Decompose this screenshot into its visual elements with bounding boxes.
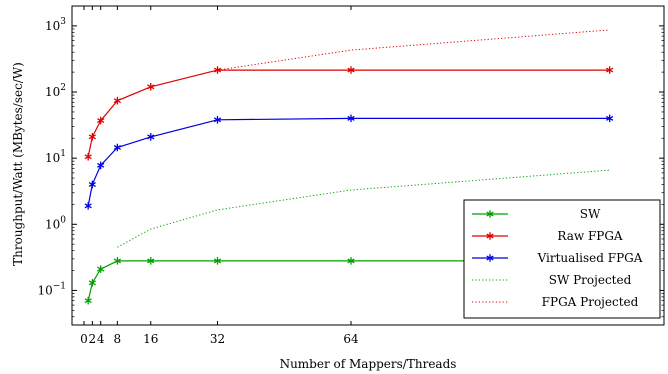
legend-box [463, 199, 661, 319]
data-point-virtualised-fpga [606, 114, 614, 123]
data-point-virtualised-fpga [113, 143, 121, 152]
x-tick-label: 32 [210, 332, 225, 346]
y-tick-label: 10−1 [37, 281, 66, 297]
series-virtualised-fpga [84, 114, 614, 210]
plot-frame [71, 5, 665, 326]
y-tick-exponent: 2 [60, 83, 66, 93]
x-tick-label: 64 [343, 332, 359, 346]
legend-item-sw-projected: SW Projected [472, 273, 632, 287]
x-tick-label: 2 [89, 332, 97, 346]
data-point-virtualised-fpga [84, 202, 92, 210]
x-tick-label: 8 [114, 332, 122, 346]
series-line-virtualised-fpga [87, 117, 610, 207]
y-axis-title: Throughput/Watt (MBytes/sec/W) [11, 62, 25, 266]
data-point-raw-fpga [113, 96, 121, 105]
data-point-sw [213, 257, 222, 265]
x-tick-label: 4 [97, 332, 105, 346]
data-point-raw-fpga [147, 82, 155, 91]
x-axis: 0 2 4 8 16 32 64 [80, 6, 359, 346]
data-point-sw [113, 257, 121, 265]
data-point-raw-fpga [347, 66, 355, 74]
data-point-virtualised-fpga [97, 161, 105, 170]
legend-label: SW [580, 207, 601, 221]
data-point-raw-fpga [88, 133, 96, 141]
y-tick-exponent: −1 [53, 281, 66, 291]
x-axis-title: Number of Mappers/Threads [280, 357, 457, 371]
data-point-sw [84, 296, 92, 305]
data-point-raw-fpga [97, 116, 105, 125]
series-layer [84, 29, 614, 305]
data-point-sw [347, 257, 355, 265]
series-fpga-projected [217, 29, 610, 71]
data-point-sw [97, 265, 105, 273]
legend-item-virtualised-fpga: Virtualised FPGA [472, 251, 643, 265]
y-tick-exponent: 1 [60, 149, 66, 159]
y-tick-exponent: 0 [60, 215, 66, 225]
plot-border [71, 5, 665, 326]
series-line-sw [87, 260, 610, 301]
data-point-raw-fpga [606, 66, 614, 74]
data-point-virtualised-fpga [347, 114, 355, 123]
y-tick-label: 100 [45, 215, 66, 231]
data-point-sw [88, 279, 96, 287]
x-tick-label: 0 [80, 332, 88, 346]
legend-label: Raw FPGA [557, 229, 623, 243]
series-raw-fpga [84, 66, 614, 161]
legend-label: FPGA Projected [542, 295, 639, 309]
data-point-virtualised-fpga [88, 180, 96, 189]
x-tick-label: 16 [143, 332, 158, 346]
legend-label: Virtualised FPGA [537, 251, 643, 265]
data-point-virtualised-fpga [147, 133, 155, 141]
y-tick-exponent: 3 [60, 17, 66, 27]
legend-item-fpga-projected: FPGA Projected [472, 295, 639, 309]
y-tick-label: 103 [45, 17, 66, 33]
series-line-fpga-projected [217, 29, 610, 71]
legend-marker [486, 232, 494, 240]
y-tick-label: 102 [45, 83, 66, 99]
legend: SW Raw FPGA Virtualised FPGA SW Projected FP… [463, 199, 661, 319]
legend-label: SW Projected [549, 273, 632, 287]
legend-item-raw-fpga: Raw FPGA [472, 229, 623, 243]
data-point-virtualised-fpga [213, 116, 222, 124]
data-point-sw [147, 257, 155, 265]
legend-marker [486, 254, 494, 262]
series-line-raw-fpga [87, 69, 610, 157]
legend-marker [486, 210, 494, 218]
y-tick-label: 101 [45, 149, 66, 165]
legend-item-sw: SW [472, 207, 601, 221]
data-point-raw-fpga [84, 152, 92, 161]
